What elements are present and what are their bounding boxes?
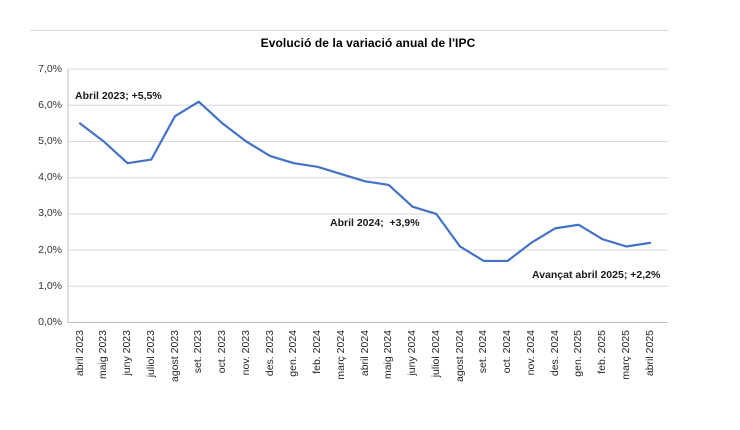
x-axis-label: agost 2024 bbox=[453, 330, 466, 382]
x-axis-label: maig 2023 bbox=[97, 330, 110, 380]
x-axis-label: set. 2023 bbox=[192, 330, 205, 374]
x-axis-label: set. 2024 bbox=[477, 330, 490, 374]
y-axis-label: 7,0% bbox=[38, 62, 62, 75]
x-axis-label: abril 2023 bbox=[73, 330, 86, 377]
y-axis-label: 5,0% bbox=[38, 135, 62, 147]
ipc-line-series bbox=[78, 100, 652, 263]
x-axis-label: des. 2023 bbox=[263, 330, 276, 377]
x-axis-label: maig 2024 bbox=[382, 330, 395, 380]
y-axis-label: 6,0% bbox=[38, 98, 62, 111]
x-axis-label: nov. 2024 bbox=[524, 330, 537, 376]
x-axis-label: feb. 2025 bbox=[596, 330, 608, 374]
x-axis-label: gen. 2024 bbox=[287, 330, 300, 377]
x-axis-label: gen. 2025 bbox=[572, 330, 585, 377]
x-axis-label: juliol 2024 bbox=[429, 330, 442, 378]
y-axis-label: 1,0% bbox=[38, 279, 62, 292]
x-axis-label: juliol 2023 bbox=[144, 330, 157, 378]
x-axis-label: oct. 2023 bbox=[216, 330, 228, 374]
x-axis-label: abril 2025 bbox=[643, 330, 656, 377]
y-axis-label: 3,0% bbox=[38, 207, 62, 220]
chart-title: Evolució de la variació anual de l'IPC bbox=[260, 36, 476, 50]
y-axis-label: 4,0% bbox=[38, 171, 62, 184]
annotation-avancat-abril-2025: Avançat abril 2025; +2,2% bbox=[532, 269, 661, 281]
y-axis-label: 2,0% bbox=[38, 243, 62, 256]
x-axis-label: nov. 2023 bbox=[239, 330, 252, 376]
x-axis-label: març 2025 bbox=[619, 330, 632, 380]
x-axis-label: oct. 2024 bbox=[501, 330, 513, 374]
annotation-abril-2024: Abril 2024; +3,9% bbox=[330, 217, 420, 229]
annotation-abril-2023: Abril 2023; +5,5% bbox=[75, 90, 162, 102]
x-axis-label: abril 2024 bbox=[358, 330, 371, 377]
x-axis-label: feb. 2024 bbox=[311, 330, 323, 374]
y-axis-label: 0,0% bbox=[38, 316, 62, 328]
x-axis-label: des. 2024 bbox=[548, 330, 561, 377]
x-axis-label: juny 2023 bbox=[121, 330, 133, 376]
x-axis-label: agost 2023 bbox=[168, 330, 181, 382]
x-axis-label: juny 2024 bbox=[406, 330, 418, 376]
x-axis-label: març 2024 bbox=[334, 330, 347, 380]
